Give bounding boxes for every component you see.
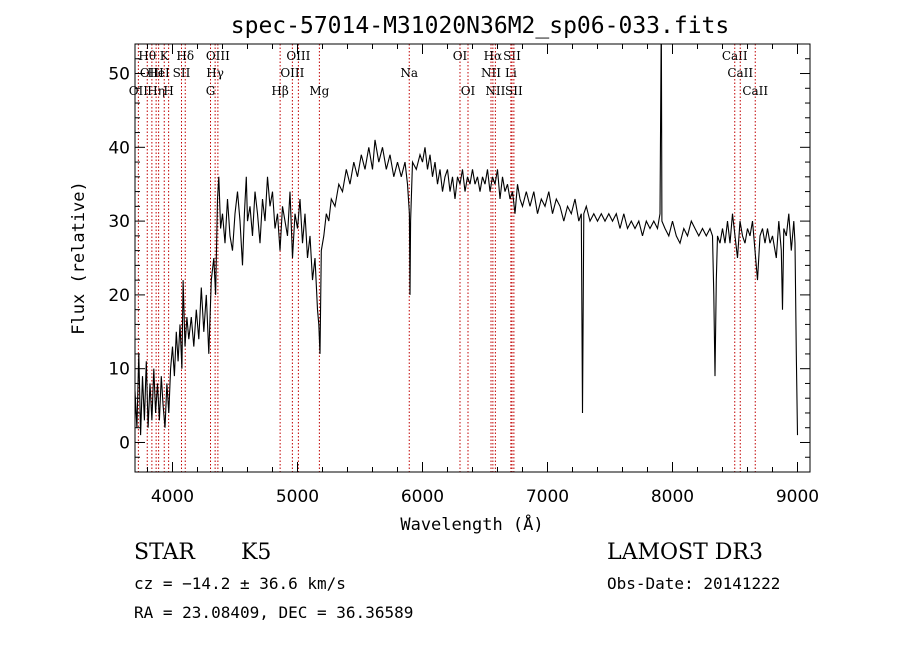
plot-frame	[134, 43, 811, 473]
spectral-line-label-7: SII	[173, 66, 191, 80]
y-tick-label-5: 50	[108, 65, 130, 85]
y-tick-label-2: 20	[108, 286, 130, 306]
spectral-line-label-10: Hγ	[206, 66, 224, 80]
x-tick-label-4: 8000	[651, 487, 694, 507]
spectral-line-label-2: OIII	[140, 66, 164, 80]
spectral-line-label-11: OIII	[206, 49, 230, 63]
spectral-line-label-17: OI	[453, 49, 468, 63]
survey-name: LAMOST DR3	[607, 540, 763, 565]
spectral-line-label-8: Hδ	[176, 49, 194, 63]
redshift-value: cz = −14.2 ± 36.6 km/s	[134, 574, 346, 593]
spectral-line-label-9: G	[206, 84, 216, 98]
spectral-line-label-1: Hθ	[138, 49, 156, 63]
spectral-line-label-6: H	[163, 84, 173, 98]
spectral-line-label-22: Li	[505, 66, 517, 80]
coordinates: RA = 23.08409, DEC = 36.36589	[134, 603, 414, 622]
spectral-line-label-20: Hα	[484, 49, 503, 63]
spectral-line-label-21: NII	[485, 84, 505, 98]
spectral-line-label-15: Mg	[309, 84, 329, 98]
spectral-line-label-26: CaII	[727, 66, 753, 80]
object-subclass: K5	[241, 540, 272, 565]
spectral-lines-layer: OIIHθOIIIHηHeIKHSIIHδGHγOIIIHβOIIIOIIIMg…	[129, 44, 768, 472]
y-tick-label-4: 40	[108, 138, 130, 158]
x-axis-label: Wavelength (Å)	[400, 513, 543, 535]
spectral-line-label-24: SII	[505, 84, 523, 98]
spectral-line-label-0: OII	[129, 84, 149, 98]
spectral-line-label-13: OIII	[280, 66, 304, 80]
chart-title: spec-57014-M31020N36M2_sp06-033.fits	[231, 13, 730, 39]
x-tick-label-2: 6000	[401, 487, 444, 507]
spectral-line-label-27: CaII	[742, 84, 768, 98]
series-layer	[135, 44, 799, 436]
spectral-line-label-18: OI	[461, 84, 476, 98]
series-flux	[135, 44, 799, 436]
spectral-line-label-5: K	[160, 49, 170, 63]
spectral-line-label-14: OIII	[286, 49, 310, 63]
obs-date: Obs-Date: 20141222	[607, 574, 781, 593]
spectral-line-label-25: CaII	[722, 49, 748, 63]
x-tick-label-1: 5000	[276, 487, 319, 507]
spectral-line-label-16: Na	[400, 66, 418, 80]
object-class: STAR	[134, 540, 195, 565]
y-tick-label-0: 0	[119, 433, 130, 453]
y-axis-label: Flux (relative)	[69, 181, 89, 335]
x-tick-label-3: 7000	[526, 487, 569, 507]
spectral-line-label-3: Hη	[147, 84, 165, 98]
spectral-line-label-12: Hβ	[271, 84, 288, 98]
spectral-line-label-4: HeI	[147, 66, 170, 80]
spectral-line-label-23: SII	[503, 49, 521, 63]
x-tick-label-5: 9000	[776, 487, 819, 507]
y-tick-label-3: 30	[108, 212, 130, 232]
y-tick-label-1: 10	[108, 360, 130, 380]
ticks-layer: 4000 5000 6000 7000 8000 9000 0 10 20 30 40 50	[108, 43, 819, 507]
spectral-line-label-19: NII	[481, 66, 501, 80]
x-tick-label-0: 4000	[151, 487, 194, 507]
